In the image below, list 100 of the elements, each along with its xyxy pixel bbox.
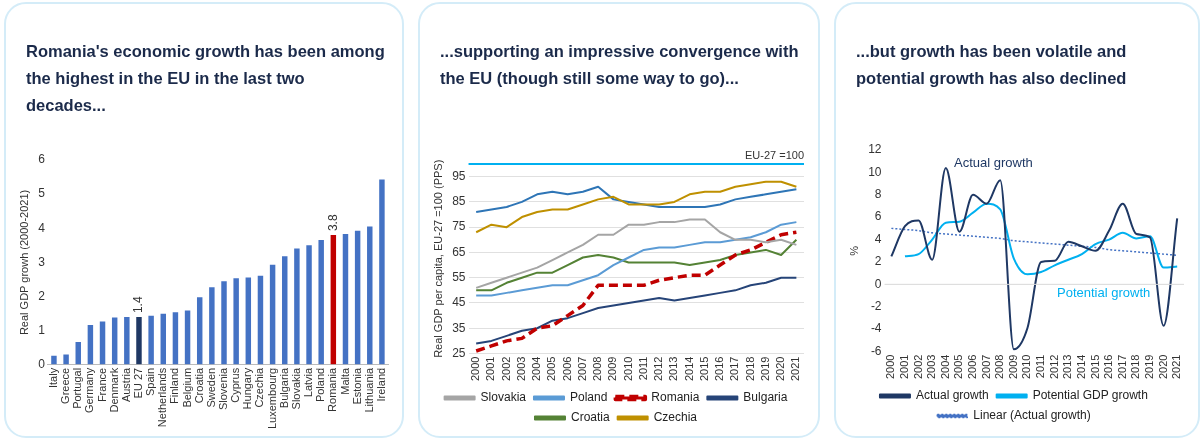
x-tick-label: Italy xyxy=(46,367,59,389)
x-tick-label: 2007 xyxy=(979,354,992,380)
annotation: Potential growth xyxy=(1055,285,1153,300)
x-tick-label: 2016 xyxy=(1102,354,1115,380)
x-tick-label: 2014 xyxy=(682,356,695,382)
x-tick-label: France xyxy=(95,367,108,403)
bar xyxy=(87,324,94,365)
x-tick-label: Denmark xyxy=(107,367,120,413)
x-tick-label: 2004 xyxy=(530,356,543,382)
y-tick-label: 6 xyxy=(38,152,46,167)
x-tick-label: Netherlands xyxy=(156,367,169,428)
x-tick-label: Croatia xyxy=(192,366,205,404)
legend-label: Actual growth xyxy=(915,388,989,403)
y-tick-label: 5 xyxy=(38,186,46,201)
chart-title: ...but growth has been volatile and potential growth has also declined xyxy=(856,41,1128,89)
y-axis-title: Real GDP per capita, EU-27 =100 (PPS) xyxy=(431,159,444,358)
bar xyxy=(75,341,81,365)
bar xyxy=(269,264,276,365)
y-tick-label: 4 xyxy=(874,231,882,246)
x-tick-label: Hungary xyxy=(241,367,254,410)
bar xyxy=(330,235,337,365)
y-tick-label: 55 xyxy=(452,270,466,285)
data-label: 1.4 xyxy=(131,296,146,314)
x-tick-label: 2005 xyxy=(545,356,558,382)
bar xyxy=(245,277,252,365)
x-tick-label: 2015 xyxy=(697,356,710,382)
bar xyxy=(172,312,179,365)
x-tick-label: Estonia xyxy=(350,366,363,405)
bar xyxy=(221,281,227,365)
x-tick-label: 2003 xyxy=(514,356,527,382)
x-tick-label: 2006 xyxy=(966,354,979,380)
y-tick-label: 95 xyxy=(452,168,466,183)
x-tick-label: 2009 xyxy=(606,356,619,382)
x-tick-label: 2006 xyxy=(560,356,573,382)
x-tick-label: 2001 xyxy=(484,356,497,382)
y-axis-title: Real GDP growh (2000-2021) xyxy=(17,189,30,336)
x-tick-label: 2002 xyxy=(911,354,924,380)
x-tick-label: Greece xyxy=(59,367,72,404)
y-tick-label: 75 xyxy=(452,219,466,234)
y-tick-label: 25 xyxy=(452,345,466,360)
y-tick-label: 65 xyxy=(452,244,466,259)
bar xyxy=(99,321,106,365)
ref-line-label: EU-27 =100 xyxy=(744,148,804,161)
x-tick-label: 2018 xyxy=(1129,354,1142,380)
bar xyxy=(354,230,361,365)
x-tick-label: 2011 xyxy=(1034,354,1047,379)
annotation: Actual growth xyxy=(952,155,1035,170)
bar xyxy=(160,313,167,365)
x-tick-label: Lithuania xyxy=(362,366,375,413)
y-tick-label: 0 xyxy=(874,276,882,291)
bar xyxy=(111,317,118,365)
x-tick-label: 2020 xyxy=(774,356,787,382)
x-tick-label: Austria xyxy=(119,366,132,403)
data-label: 3.8 xyxy=(325,214,340,232)
line-series xyxy=(474,230,799,353)
x-tick-label: Czechia xyxy=(253,366,266,408)
x-tick-label: Ireland xyxy=(374,367,387,402)
x-tick-label: 2001 xyxy=(898,354,910,380)
x-tick-label: 2012 xyxy=(652,356,665,382)
x-tick-label: Finland xyxy=(168,367,181,404)
y-tick-label: 0 xyxy=(38,357,46,372)
x-tick-label: 2011 xyxy=(636,356,649,381)
x-tick-label: Slovakia xyxy=(289,366,302,410)
x-tick-label: Romania xyxy=(326,366,339,412)
x-tick-label: 2019 xyxy=(758,356,771,382)
legend-label: Linear (Actual growth) xyxy=(973,408,1091,423)
line-series xyxy=(903,202,1179,276)
x-tick-label: Malta xyxy=(338,366,351,395)
x-tick-label: 2017 xyxy=(728,356,741,382)
x-tick-label: 2003 xyxy=(925,354,938,380)
x-tick-label: 2015 xyxy=(1088,354,1101,380)
x-tick-label: 2008 xyxy=(993,354,1006,380)
bar xyxy=(51,355,57,365)
bar xyxy=(124,317,130,365)
bar xyxy=(282,256,288,365)
bar xyxy=(342,234,349,365)
x-tick-label: Portugal xyxy=(71,367,84,409)
x-tick-label: 2020 xyxy=(1156,354,1169,380)
y-tick-label: 1 xyxy=(38,323,46,338)
bar xyxy=(294,248,300,365)
x-tick-label: Cyprus xyxy=(229,367,242,403)
bar xyxy=(148,315,154,365)
y-tick-label: 45 xyxy=(452,295,466,310)
x-tick-label: 2005 xyxy=(952,354,965,380)
x-tick-label: 2010 xyxy=(1020,354,1033,380)
x-tick-label: Luxembourg xyxy=(265,367,278,430)
x-tick-label: 2017 xyxy=(1115,354,1128,380)
x-tick-label: 2013 xyxy=(667,356,680,382)
y-tick-label: 2 xyxy=(38,288,46,303)
bar xyxy=(196,297,203,365)
x-tick-label: 2013 xyxy=(1061,354,1074,380)
x-tick-label: 2021 xyxy=(789,356,802,382)
x-tick-label: 2000 xyxy=(884,354,897,380)
x-tick-label: Germany xyxy=(83,367,96,414)
chart-title: ...supporting an impressive convergence with the EU (though still some way to go)... xyxy=(440,41,800,89)
y-tick-label: 4 xyxy=(38,220,46,235)
x-tick-label: Slovenia xyxy=(217,366,230,411)
y-tick-label: 85 xyxy=(452,194,466,209)
x-tick-label: Spain xyxy=(144,367,157,396)
x-tick-label: Belgium xyxy=(180,367,193,408)
